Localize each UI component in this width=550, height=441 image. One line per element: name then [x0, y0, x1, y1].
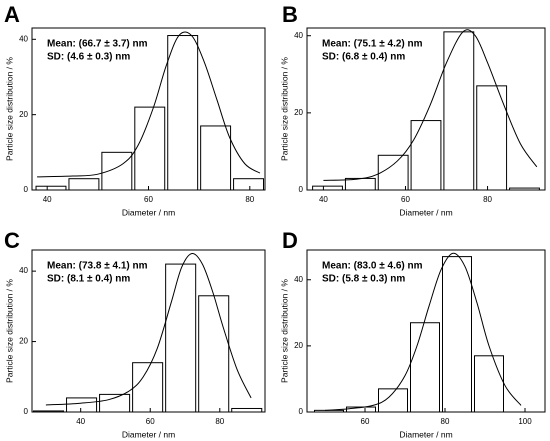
y-tick-label: 40 [294, 31, 303, 40]
bar [167, 35, 199, 191]
fit-curve [37, 31, 261, 178]
x-tick-label: 40 [319, 195, 328, 204]
fit-curve [323, 29, 538, 181]
annotation: SD: (6.8 ± 0.4) nm [322, 52, 405, 63]
bar [312, 185, 343, 191]
annotation: SD: (8.1 ± 0.4) nm [47, 274, 130, 285]
annotation: Mean: (66.7 ± 3.7) nm [47, 39, 148, 50]
bar [165, 263, 197, 413]
x-axis-label: Diameter / nm [399, 429, 452, 439]
x-tick-label: 40 [76, 417, 85, 426]
panel: D 60 80 100 0 20 40 Diameter / nm Particle size … [279, 228, 546, 439]
x-tick-label: 60 [361, 417, 370, 426]
y-tick-label: 20 [19, 337, 28, 346]
annotation: SD: (4.6 ± 0.3) nm [47, 52, 130, 63]
y-tick-label: 40 [19, 266, 28, 275]
bar [101, 151, 133, 191]
y-tick-label: 0 [24, 185, 29, 194]
panel: C 40 60 80 0 20 40 Diameter / nm Particle size d… [4, 228, 266, 439]
plot-frame [306, 249, 546, 413]
bar [442, 256, 472, 413]
plot-frame [306, 27, 546, 191]
bar [410, 322, 440, 413]
annotation: Mean: (73.8 ± 4.1) nm [47, 261, 148, 272]
panel-label: B [282, 2, 298, 27]
fit-curve [324, 252, 522, 411]
x-axis-label: Diameter / nm [122, 429, 175, 439]
plot-frame [31, 249, 266, 413]
x-tick-label: 80 [483, 195, 492, 204]
y-tick-label: 0 [299, 185, 304, 194]
y-tick-label: 20 [294, 108, 303, 117]
x-tick-label: 60 [146, 417, 155, 426]
bar [200, 125, 232, 191]
y-tick-label: 0 [299, 407, 304, 416]
x-tick-label: 80 [441, 417, 450, 426]
panel-label: A [4, 2, 20, 27]
bar [377, 154, 409, 191]
x-axis-label: Diameter / nm [122, 207, 175, 217]
annotation: SD: (5.8 ± 0.3) nm [322, 274, 405, 285]
bar [474, 355, 504, 413]
y-tick-label: 0 [24, 407, 29, 416]
bar [198, 295, 230, 413]
panel-label: C [4, 228, 20, 253]
x-tick-label: 80 [245, 195, 254, 204]
annotation: Mean: (75.1 ± 4.2) nm [322, 39, 423, 50]
bar [443, 31, 475, 191]
y-axis-label: Particle size distribution / % [279, 279, 289, 383]
y-axis-label: Particle size distribution / % [4, 57, 14, 161]
y-tick-label: 40 [19, 34, 28, 43]
bar [344, 177, 376, 191]
annotation: Mean: (83.0 ± 4.6) nm [322, 261, 423, 272]
panel: B 40 60 80 0 20 40 Diameter / nm Particle size d… [279, 2, 546, 217]
x-tick-label: 60 [144, 195, 153, 204]
panel: A 40 60 80 0 20 40 Diameter / nm Particle size d… [4, 2, 266, 217]
x-tick-label: 100 [518, 417, 532, 426]
bar [410, 120, 442, 191]
bar [68, 178, 100, 191]
panel-label: D [282, 228, 298, 253]
bar [35, 185, 67, 191]
bar [231, 407, 263, 413]
y-tick-label: 40 [294, 275, 303, 284]
bar [134, 106, 166, 191]
y-axis-label: Particle size distribution / % [279, 57, 289, 161]
fit-curve [45, 253, 252, 406]
bar [66, 397, 98, 413]
x-axis-label: Diameter / nm [399, 207, 452, 217]
y-axis-label: Particle size distribution / % [4, 279, 14, 383]
bar [132, 362, 164, 413]
y-tick-label: 20 [294, 341, 303, 350]
x-tick-label: 80 [215, 417, 224, 426]
bar [99, 393, 131, 413]
x-tick-label: 40 [43, 195, 52, 204]
y-tick-label: 20 [19, 110, 28, 119]
bar [233, 178, 264, 191]
x-tick-label: 60 [401, 195, 410, 204]
